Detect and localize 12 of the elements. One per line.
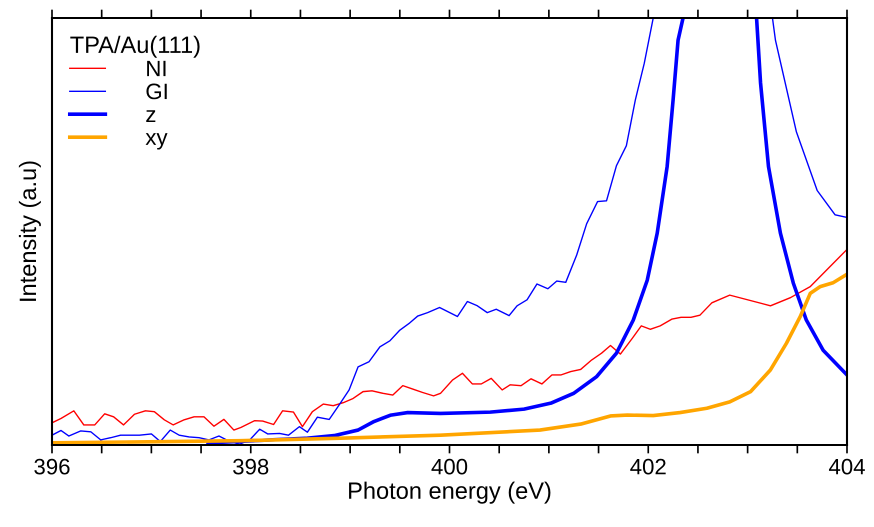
x-tick-label: 404 <box>828 458 865 475</box>
x-tick-label: 396 <box>34 458 70 475</box>
x-tick-label: 400 <box>431 458 468 475</box>
legend-label: z <box>146 110 156 122</box>
legend-title: TPA/Au(111) <box>70 36 200 58</box>
x-tick-label: 398 <box>233 458 268 475</box>
legend-label: GI <box>146 84 167 100</box>
x-tick-label: 402 <box>630 458 666 475</box>
legend-label: xy <box>146 133 168 150</box>
y-axis-title: Intensity (a.u) <box>18 161 41 301</box>
legend-label: NI <box>147 60 166 76</box>
x-axis-title: Photon energy (eV) <box>349 482 550 504</box>
